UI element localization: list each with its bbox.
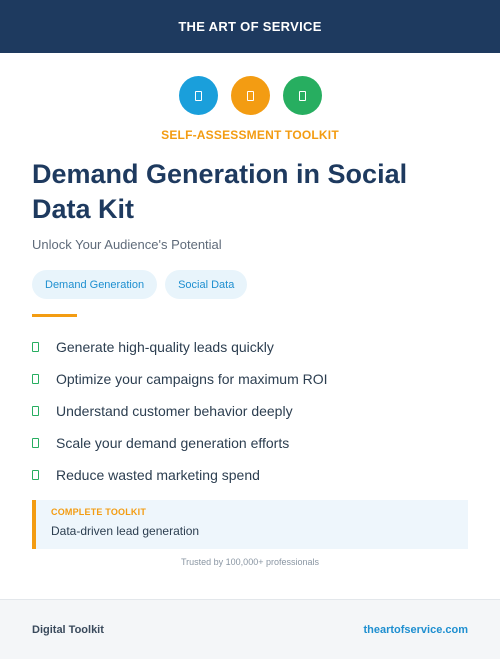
document-icon xyxy=(178,76,218,115)
footer-label: Digital Toolkit xyxy=(32,623,104,636)
brand-name: THE ART OF SERVICE xyxy=(178,19,322,34)
feature-text: Understand customer behavior deeply xyxy=(56,403,293,419)
list-item: Optimize your campaigns for maximum ROI xyxy=(32,363,328,395)
feature-text: Generate high-quality leads quickly xyxy=(56,339,274,355)
feature-text: Optimize your campaigns for maximum ROI xyxy=(56,371,328,387)
callout-text: Data-driven lead generation xyxy=(51,524,200,538)
check-icon xyxy=(32,374,39,384)
list-item: Reduce wasted marketing spend xyxy=(32,459,328,491)
top-banner: THE ART OF SERVICE xyxy=(0,0,500,53)
feature-text: Scale your demand generation efforts xyxy=(56,435,290,451)
check-icon xyxy=(32,406,39,416)
footer: Digital Toolkit theartofservice.com xyxy=(0,599,500,659)
subtitle: Unlock Your Audience's Potential xyxy=(32,237,222,252)
tag-demand-generation: Demand Generation xyxy=(32,270,158,299)
check-icon xyxy=(32,438,39,448)
eyebrow-label: SELF-ASSESSMENT TOOLKIT xyxy=(161,128,339,142)
check-icon xyxy=(32,470,39,480)
website-link[interactable]: theartofservice.com xyxy=(363,623,468,636)
document-icon xyxy=(282,76,322,115)
page-title: Demand Generation in Social Data Kit xyxy=(32,159,408,224)
trust-note: Trusted by 100,000+ professionals xyxy=(180,557,319,567)
document-icon xyxy=(230,76,270,115)
list-item: Understand customer behavior deeply xyxy=(32,395,328,427)
feature-text: Reduce wasted marketing spend xyxy=(56,467,260,483)
toolkit-callout: COMPLETE TOOLKIT Data-driven lead genera… xyxy=(32,500,468,549)
feature-list: Generate high-quality leads quickly Opti… xyxy=(32,331,328,491)
icon-row xyxy=(0,76,500,115)
list-item: Generate high-quality leads quickly xyxy=(32,331,328,363)
check-icon xyxy=(32,342,39,352)
callout-label: COMPLETE TOOLKIT xyxy=(51,507,147,517)
accent-divider xyxy=(32,314,77,317)
tag-list: Demand Generation Social Data xyxy=(32,270,248,299)
tag-social-data: Social Data xyxy=(165,270,248,299)
list-item: Scale your demand generation efforts xyxy=(32,427,328,459)
